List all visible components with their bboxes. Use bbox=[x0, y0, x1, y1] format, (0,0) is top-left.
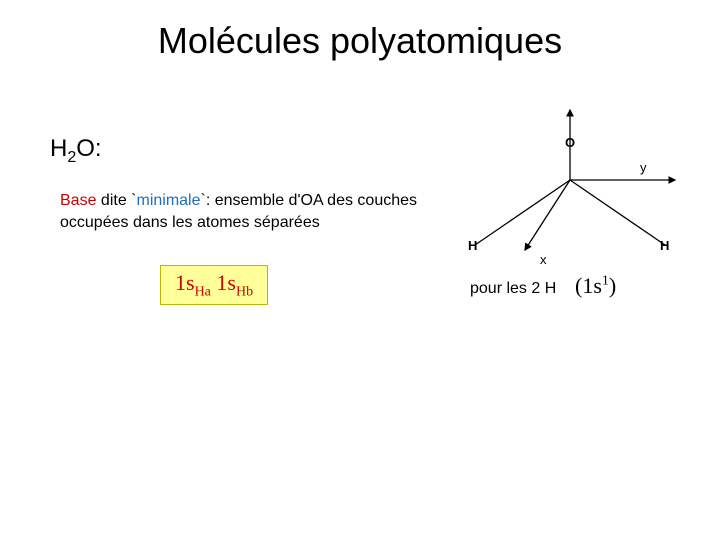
molecule-symbol: H bbox=[50, 135, 67, 162]
orbital-2-sub: Hb bbox=[236, 284, 253, 299]
slide: Molécules polyatomiques H2O: Base dite `… bbox=[0, 0, 720, 540]
desc-base-word: Base bbox=[60, 192, 96, 209]
label-x: x bbox=[540, 252, 547, 267]
molecule-formula: H2O: bbox=[50, 135, 102, 167]
pour-les-text: pour les 2 H bbox=[470, 280, 556, 298]
description-text: Base dite `minimale`: ensemble d'OA des … bbox=[60, 190, 440, 233]
label-H-left: H bbox=[468, 238, 477, 253]
desc-minimale-word: minimale bbox=[136, 192, 200, 209]
molecule-rest: O: bbox=[76, 135, 101, 162]
config-close: ) bbox=[609, 273, 616, 298]
config-main: 1s bbox=[582, 273, 602, 298]
label-y: y bbox=[640, 160, 647, 175]
orbital-1-sub: Ha bbox=[195, 284, 211, 299]
orbital-2-main: 1s bbox=[216, 270, 236, 295]
orbital-1-main: 1s bbox=[175, 270, 195, 295]
orbital-box: 1sHa 1sHb bbox=[160, 265, 268, 305]
molecule-subscript: 2 bbox=[67, 149, 76, 166]
label-O: O bbox=[565, 135, 575, 150]
desc-mid1: dite ` bbox=[96, 192, 136, 209]
electron-config: (1s1) bbox=[575, 273, 616, 299]
slide-title: Molécules polyatomiques bbox=[0, 20, 720, 62]
config-sup: 1 bbox=[602, 274, 609, 289]
label-H-right: H bbox=[660, 238, 669, 253]
